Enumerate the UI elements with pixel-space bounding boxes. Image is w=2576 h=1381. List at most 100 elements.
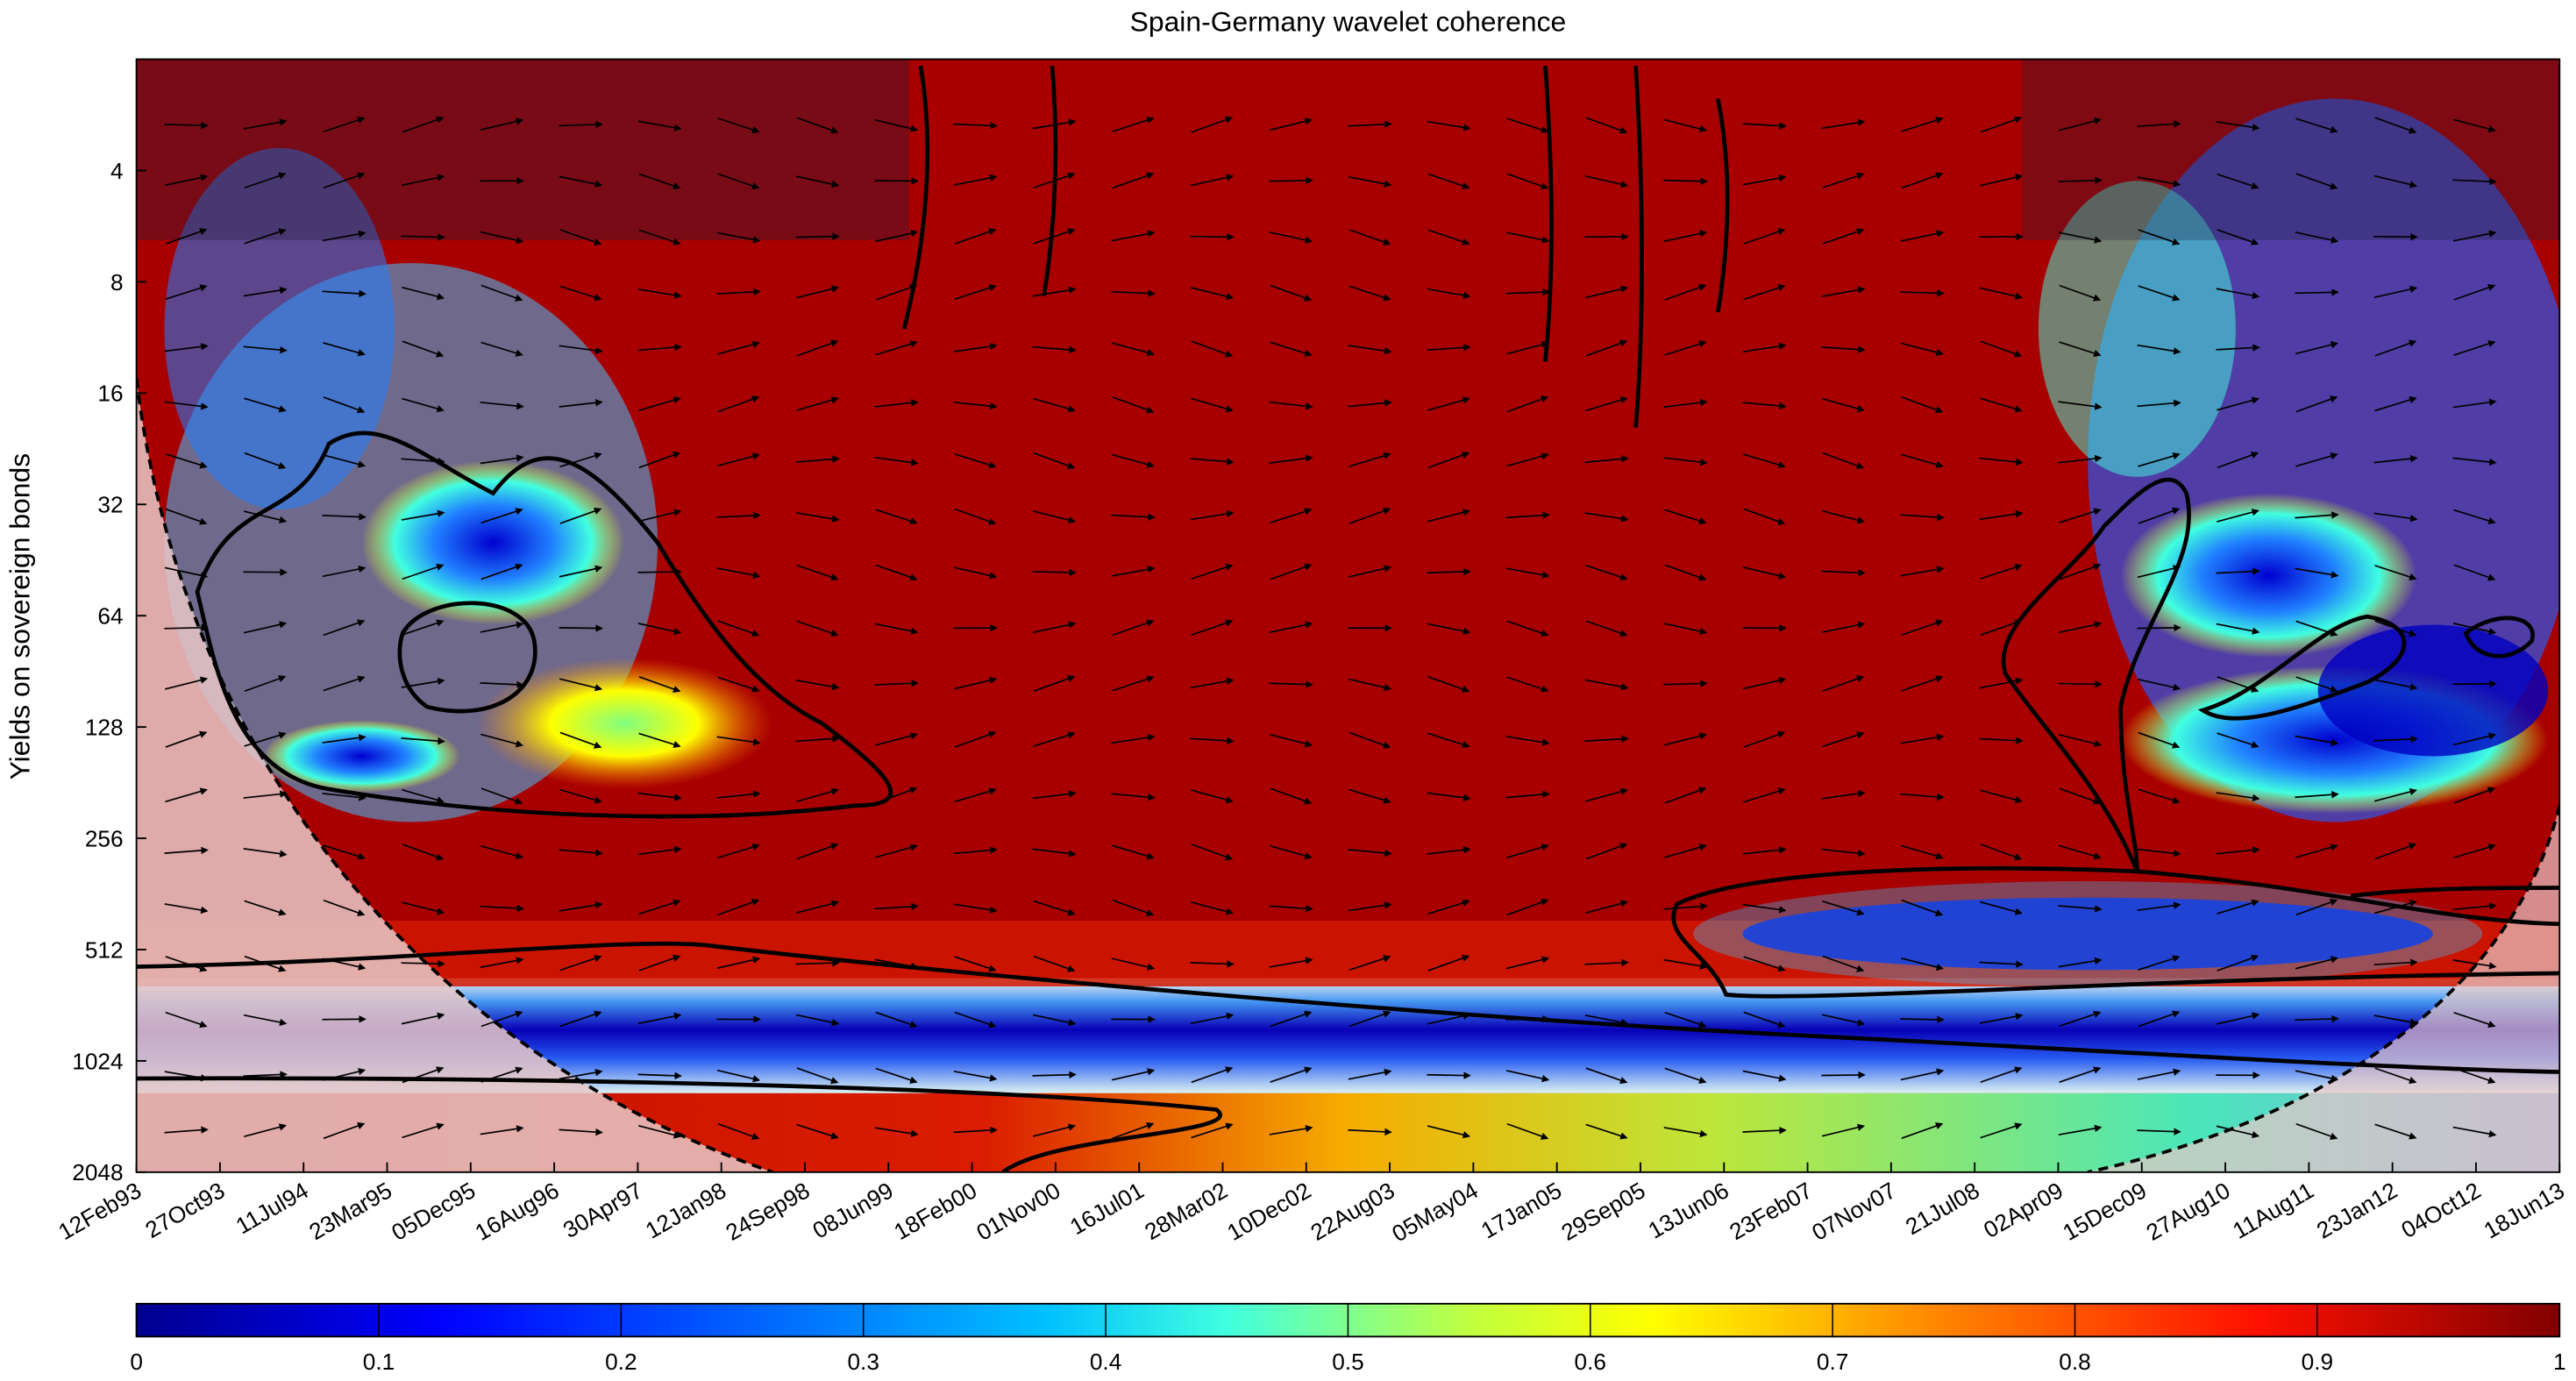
phase-arrow	[322, 957, 366, 971]
phase-arrow	[165, 730, 208, 748]
phase-arrow	[716, 231, 761, 244]
phase-arrow	[1506, 340, 1550, 355]
phase-arrow	[2059, 341, 2102, 357]
phase-arrow	[402, 1066, 445, 1084]
phase-arrow	[401, 458, 445, 466]
phase-arrow	[1506, 620, 1549, 637]
phase-arrow	[1900, 566, 1945, 577]
phase-arrow	[1427, 344, 1471, 352]
phase-arrow	[1348, 1068, 1392, 1080]
phase-arrow	[1506, 844, 1549, 858]
phase-arrow	[1901, 899, 1944, 916]
phase-arrow	[1664, 844, 1707, 858]
phase-arrow	[1427, 509, 1471, 523]
phase-arrow	[795, 232, 840, 240]
phase-arrow	[875, 340, 918, 356]
phase-arrow	[954, 228, 997, 245]
phase-arrow	[402, 788, 445, 804]
phase-arrow	[953, 401, 998, 410]
phase-arrow	[165, 452, 208, 469]
x-tick-label: 12Jan98	[641, 1177, 730, 1243]
phase-arrow	[480, 563, 523, 580]
phase-arrow	[1033, 452, 1076, 470]
phase-arrow	[1427, 173, 1470, 189]
phase-arrow	[1033, 955, 1076, 972]
phase-arrow	[1348, 1010, 1391, 1028]
phase-arrow	[2373, 174, 2418, 189]
phase-arrow	[2453, 1067, 2496, 1084]
x-tick-label: 18Feb00	[889, 1177, 981, 1245]
phase-arrow	[1033, 228, 1076, 245]
phase-arrow	[637, 343, 682, 352]
phase-arrow	[953, 1126, 998, 1135]
x-tick-label: 22Aug03	[1306, 1177, 1399, 1246]
phase-arrow	[2137, 344, 2181, 355]
phase-arrow	[401, 677, 445, 688]
phase-arrow	[2058, 905, 2103, 913]
phase-arrow	[480, 401, 524, 410]
phase-arrow	[795, 175, 840, 189]
phase-arrow	[1822, 955, 1865, 972]
x-tick-label: 24Sep98	[722, 1177, 815, 1246]
phase-arrow	[2452, 118, 2496, 133]
phase-arrow	[1980, 789, 2023, 804]
phase-arrow	[2295, 1014, 2339, 1023]
phase-arrow	[2216, 121, 2260, 132]
phase-arrow	[1742, 903, 1787, 914]
phase-arrow	[1427, 846, 1471, 855]
phase-arrow	[1980, 619, 2023, 637]
phase-arrow	[875, 564, 918, 581]
phase-arrow	[1427, 567, 1471, 576]
phase-arrow	[796, 1067, 839, 1085]
phase-arrow	[1979, 960, 2024, 968]
phase-arrow	[559, 399, 603, 408]
phase-arrow	[874, 399, 919, 408]
phase-arrow	[796, 900, 840, 914]
y-axis-ticks: 4 8 16 32 64 128 256 512 1024 2048	[72, 158, 146, 1185]
phase-arrow	[2058, 621, 2103, 634]
colorbar-ticks: 0 0.1 0.2 0.3 0.4 0.5 0.6 0.7 0.8 0.9 1	[130, 1303, 2566, 1375]
colorbar-tick-label: 0.1	[363, 1349, 395, 1375]
x-tick-label: 17Jan05	[1477, 1177, 1566, 1243]
phase-arrow	[1427, 1125, 1471, 1139]
phase-arrow	[2374, 900, 2417, 915]
phase-arrow	[717, 117, 760, 134]
phase-arrow	[875, 1067, 918, 1084]
phase-arrow	[2216, 344, 2260, 352]
phase-arrow	[1032, 286, 1077, 297]
phase-arrow	[2295, 620, 2338, 637]
phase-arrow	[1032, 118, 1077, 130]
colorbar: 0 0.1 0.2 0.3 0.4 0.5 0.6 0.7 0.8 0.9 1	[130, 1302, 2566, 1375]
phase-arrow	[164, 401, 209, 410]
phase-arrow	[401, 509, 445, 521]
phase-arrow	[1348, 345, 1392, 355]
phase-arrow	[1505, 1070, 1550, 1083]
phase-arrow	[1506, 1122, 1549, 1140]
phase-arrow	[2216, 288, 2260, 300]
phase-arrow	[559, 452, 602, 468]
phase-arrow	[1584, 285, 1629, 299]
phase-arrow	[1585, 787, 1628, 802]
phase-arrow	[1427, 792, 1471, 801]
x-tick-label: 21Jul08	[1901, 1177, 1984, 1240]
x-tick-label: 16Jul01	[1065, 1177, 1149, 1240]
phase-arrow	[1112, 342, 1155, 357]
x-tick-label: 23Jan12	[2312, 1177, 2402, 1243]
phase-arrow	[243, 1014, 288, 1027]
colorbar-tick-label: 0.7	[1817, 1349, 1848, 1375]
phase-arrow	[1270, 844, 1313, 860]
phase-arrow	[796, 787, 839, 802]
phase-arrow	[1190, 960, 1235, 968]
phase-arrow	[716, 567, 761, 580]
phase-arrow	[2453, 787, 2496, 804]
phase-arrow	[875, 732, 919, 746]
phase-arrow	[1032, 345, 1077, 354]
phase-arrow	[1743, 1011, 1786, 1029]
phase-arrow	[244, 955, 287, 972]
phase-arrow	[1664, 283, 1707, 301]
phase-arrow	[1111, 793, 1156, 801]
phase-arrow	[322, 230, 366, 242]
phase-arrow	[2216, 846, 2260, 855]
phase-arrow	[795, 285, 840, 299]
phase-arrow	[795, 735, 840, 743]
